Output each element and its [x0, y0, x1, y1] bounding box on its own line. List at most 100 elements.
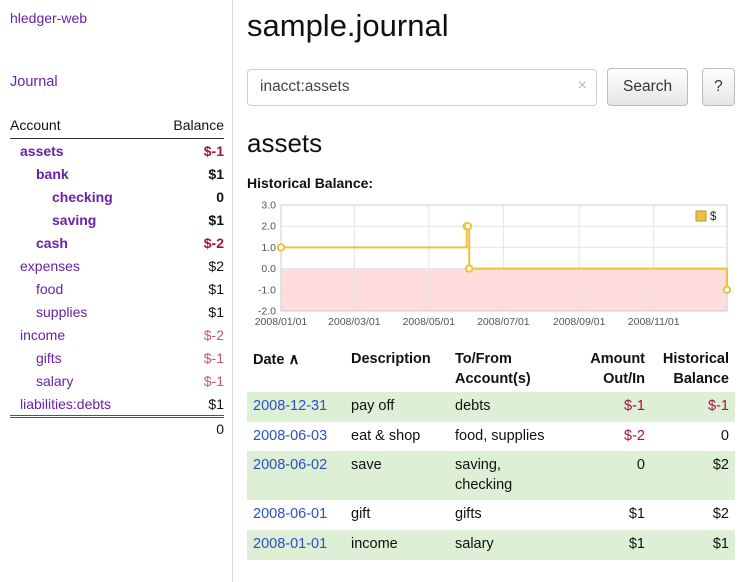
transaction-date-link[interactable]: 2008-06-01: [253, 506, 328, 523]
transaction-description: income: [351, 535, 398, 552]
col-header-account: To/From Account(s): [455, 351, 531, 387]
account-row: checking 0: [10, 185, 224, 208]
transaction-accounts: debts: [455, 398, 491, 415]
app-title-link[interactable]: hledger-web: [10, 10, 88, 26]
accounts-header-balance: Balance: [153, 115, 224, 139]
svg-text:$: $: [710, 211, 717, 223]
clear-search-icon[interactable]: ×: [577, 76, 587, 94]
svg-text:0.0: 0.0: [261, 263, 276, 275]
account-balance: $1: [208, 165, 224, 182]
account-link-assets[interactable]: assets: [20, 142, 64, 159]
transaction-balance: $2: [712, 506, 729, 523]
account-row: assets $-1: [10, 139, 224, 163]
transaction-balance: $1: [712, 535, 729, 552]
accounts-total-value: 0: [153, 415, 224, 441]
account-balance: $1: [208, 211, 224, 228]
search-form: × Search ?: [247, 68, 735, 106]
transaction-balance: 0: [720, 427, 729, 444]
col-header-date[interactable]: Date ∧: [247, 347, 345, 392]
accounts-header-account: Account: [10, 115, 154, 139]
main-content: sample.journal × Search ? assets Histori…: [233, 0, 742, 582]
account-link-gifts[interactable]: gifts: [36, 349, 62, 366]
account-link-checking[interactable]: checking: [52, 188, 113, 205]
col-date-label: Date: [253, 352, 285, 368]
accounts-table: Account Balance assets $-1 bank $1 check…: [10, 115, 224, 441]
sort-asc-icon: ∧: [288, 351, 300, 368]
search-button[interactable]: Search: [607, 68, 689, 106]
svg-text:1.0: 1.0: [261, 242, 276, 254]
account-row: cash $-2: [10, 231, 224, 254]
transaction-description: gift: [351, 506, 371, 523]
search-box: ×: [247, 68, 597, 106]
transaction-date-link[interactable]: 2008-01-01: [253, 535, 328, 552]
account-balance: $-1: [203, 372, 224, 389]
account-link-expenses[interactable]: expenses: [20, 257, 80, 274]
svg-text:-1.0: -1.0: [258, 284, 276, 296]
account-row: expenses $2: [10, 254, 224, 277]
account-row: bank $1: [10, 162, 224, 185]
transaction-amount: 0: [636, 457, 645, 474]
svg-text:2.0: 2.0: [261, 221, 276, 233]
account-row: supplies $1: [10, 300, 224, 323]
register-header-row: Date ∧ Description To/From Account(s) Am…: [247, 347, 735, 392]
account-link-liabilities-debts[interactable]: liabilities:debts: [20, 395, 112, 412]
account-row: food $1: [10, 277, 224, 300]
transaction-accounts: food, supplies: [455, 427, 545, 444]
transaction-row: 2008-06-02 save saving, checking 0 $2: [247, 451, 735, 501]
transaction-description: save: [351, 457, 382, 474]
transaction-row: 2008-12-31 pay off debts $-1 $-1: [247, 392, 735, 422]
col-header-amount: Amount Out/In: [590, 351, 645, 387]
svg-text:2008/05/01: 2008/05/01: [403, 316, 456, 328]
col-header-balance: Historical Balance: [662, 351, 729, 387]
transaction-date-link[interactable]: 2008-06-03: [253, 427, 328, 444]
account-balance: $1: [208, 395, 224, 412]
transaction-amount: $1: [628, 535, 645, 552]
transaction-balance: $2: [712, 457, 729, 474]
register-table: Date ∧ Description To/From Account(s) Am…: [247, 347, 735, 560]
svg-text:-2.0: -2.0: [258, 306, 276, 318]
account-row: saving $1: [10, 208, 224, 231]
account-balance: $2: [208, 257, 224, 274]
transaction-accounts: salary: [455, 535, 494, 552]
account-balance: $-1: [203, 349, 224, 366]
account-balance: 0: [216, 188, 224, 205]
account-row: gifts $-1: [10, 346, 224, 369]
account-link-supplies[interactable]: supplies: [36, 303, 88, 320]
transaction-balance: $-1: [708, 398, 729, 415]
account-row: salary $-1: [10, 369, 224, 392]
transaction-accounts: saving, checking: [455, 457, 513, 493]
svg-text:2008/11/01: 2008/11/01: [628, 316, 680, 328]
search-input[interactable]: [247, 68, 597, 106]
account-link-food[interactable]: food: [36, 280, 64, 297]
col-header-description: Description: [351, 351, 431, 367]
svg-text:2008/03/01: 2008/03/01: [328, 316, 381, 328]
transaction-row: 2008-01-01 income salary $1 $1: [247, 529, 735, 560]
page-title: sample.journal: [247, 8, 449, 43]
accounts-total-row: 0: [10, 415, 224, 441]
transaction-description: pay off: [351, 398, 395, 415]
account-link-salary[interactable]: salary: [36, 372, 74, 389]
transaction-amount: $-2: [624, 427, 645, 444]
account-balance: $-2: [203, 234, 224, 251]
account-balance: $-2: [203, 326, 224, 343]
account-link-bank[interactable]: bank: [36, 165, 69, 182]
account-balance: $1: [208, 303, 224, 320]
help-button[interactable]: ?: [702, 68, 735, 106]
chart-title: Historical Balance:: [247, 175, 374, 191]
svg-text:2008/01/01: 2008/01/01: [255, 316, 308, 328]
transaction-amount: $-1: [624, 398, 645, 415]
journal-link[interactable]: Journal: [10, 74, 58, 90]
svg-text:2008/09/01: 2008/09/01: [553, 316, 606, 328]
transaction-row: 2008-06-03 eat & shop food, supplies $-2…: [247, 422, 735, 452]
account-row: income $-2: [10, 323, 224, 346]
transaction-description: eat & shop: [351, 427, 421, 444]
account-link-saving[interactable]: saving: [52, 211, 97, 228]
transaction-row: 2008-06-01 gift gifts $1 $2: [247, 500, 735, 530]
transaction-date-link[interactable]: 2008-06-02: [253, 457, 328, 474]
account-link-cash[interactable]: cash: [36, 234, 68, 251]
transaction-date-link[interactable]: 2008-12-31: [253, 398, 328, 415]
transaction-amount: $1: [628, 506, 645, 523]
account-link-income[interactable]: income: [20, 326, 66, 343]
